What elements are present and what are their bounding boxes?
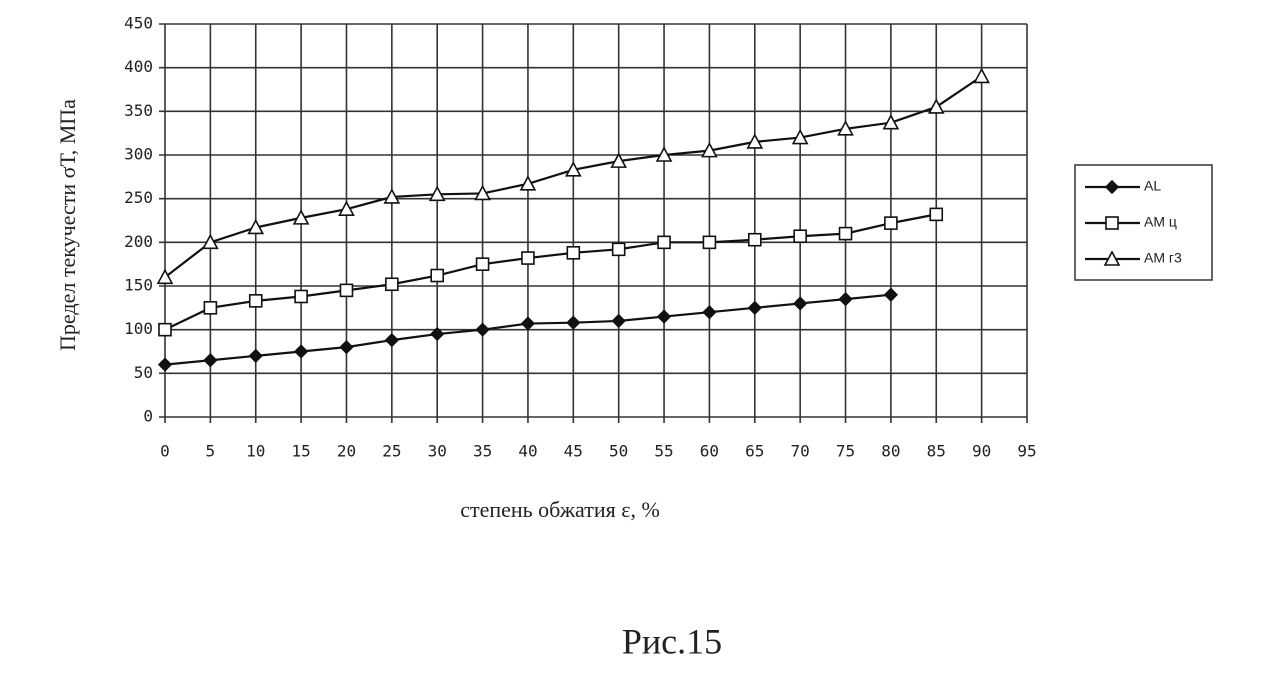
x-tick-label: 10 <box>246 442 265 461</box>
x-tick-label: 45 <box>564 442 583 461</box>
marker <box>202 233 219 250</box>
marker <box>203 353 218 368</box>
marker <box>338 200 355 216</box>
marker <box>475 322 490 337</box>
marker <box>564 161 582 177</box>
marker <box>702 235 717 250</box>
marker <box>838 226 853 241</box>
y-tick-label: 0 <box>143 407 153 426</box>
marker <box>203 301 218 315</box>
y-axis-label: Предел текучести σТ, МПа <box>55 99 80 351</box>
x-tick-label: 50 <box>609 442 628 461</box>
marker <box>474 184 491 201</box>
marker <box>837 120 854 136</box>
marker <box>521 251 535 265</box>
y-tick-label: 100 <box>124 319 153 338</box>
x-tick-label: 15 <box>291 442 310 461</box>
x-tick-label: 35 <box>473 442 492 461</box>
x-tick-label: 65 <box>745 442 764 461</box>
marker <box>294 289 308 304</box>
x-tick-label: 5 <box>206 442 216 461</box>
legend-marker <box>1103 250 1121 266</box>
y-tick-label: 350 <box>124 101 153 120</box>
x-tick-label: 85 <box>927 442 946 461</box>
marker <box>339 340 354 355</box>
x-tick-label: 75 <box>836 442 855 461</box>
marker <box>791 128 809 145</box>
y-tick-label: 50 <box>134 363 153 382</box>
marker <box>611 242 626 257</box>
legend-label: AM г3 <box>1144 250 1182 266</box>
marker <box>430 326 445 342</box>
marker <box>157 357 173 372</box>
marker <box>657 235 671 250</box>
marker <box>520 316 536 331</box>
marker <box>383 188 401 204</box>
marker <box>882 113 900 130</box>
marker <box>884 216 898 230</box>
marker <box>611 313 626 329</box>
marker <box>973 67 990 84</box>
marker <box>156 268 174 285</box>
legend-marker <box>1105 216 1119 230</box>
x-tick-label: 25 <box>382 442 401 461</box>
marker <box>566 315 581 330</box>
y-tick-label: 150 <box>124 276 153 295</box>
y-tick-label: 200 <box>124 232 153 251</box>
marker <box>384 333 399 348</box>
marker <box>838 291 853 307</box>
marker <box>793 229 807 244</box>
marker <box>430 268 445 283</box>
y-tick-label: 250 <box>124 188 153 207</box>
marker <box>566 246 581 260</box>
x-tick-label: 20 <box>337 442 356 461</box>
y-tick-label: 450 <box>124 14 153 33</box>
caption: Рис.15 <box>622 621 722 661</box>
marker <box>247 218 265 235</box>
marker <box>655 146 673 162</box>
marker <box>883 287 899 302</box>
x-axis-label: степень обжатия ε, % <box>460 497 660 522</box>
x-tick-label: 0 <box>160 442 170 461</box>
marker <box>292 209 310 225</box>
marker <box>929 207 944 222</box>
marker <box>701 141 718 158</box>
marker <box>610 152 628 168</box>
y-tick-label: 400 <box>124 57 153 76</box>
x-tick-label: 55 <box>654 442 673 461</box>
x-tick-label: 90 <box>972 442 991 461</box>
marker <box>656 309 672 324</box>
marker <box>747 300 762 315</box>
marker <box>385 277 399 292</box>
marker <box>293 344 309 359</box>
marker <box>747 232 762 247</box>
marker <box>746 133 764 149</box>
x-tick-label: 80 <box>881 442 900 461</box>
x-tick-label: 30 <box>428 442 447 461</box>
series-line <box>164 213 937 331</box>
marker <box>927 98 945 114</box>
marker <box>519 175 537 191</box>
marker <box>248 348 263 363</box>
x-tick-label: 70 <box>791 442 810 461</box>
marker <box>702 305 717 320</box>
y-tick-label: 300 <box>124 145 153 164</box>
legend-label: AM ц <box>1144 214 1177 230</box>
marker <box>475 257 490 271</box>
x-tick-label: 95 <box>1017 442 1036 461</box>
x-tick-label: 40 <box>518 442 537 461</box>
legend-label: AL <box>1144 178 1161 194</box>
legend-marker <box>1104 179 1120 195</box>
marker <box>248 294 263 308</box>
marker <box>793 296 808 311</box>
marker <box>428 185 446 202</box>
x-tick-label: 60 <box>700 442 719 461</box>
marker <box>158 322 172 337</box>
marker <box>339 283 354 298</box>
